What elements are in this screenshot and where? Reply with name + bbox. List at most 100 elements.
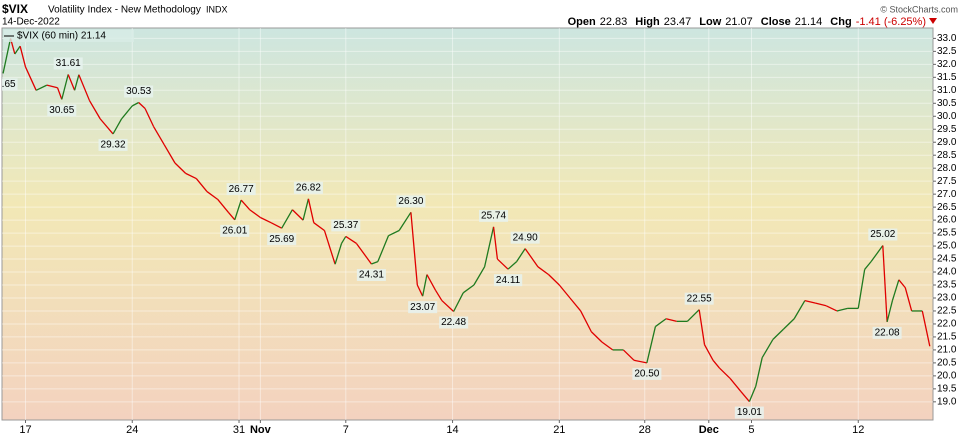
- data-label: 31.61: [56, 58, 81, 69]
- price-segment: [14, 45, 21, 55]
- data-label-bg: [396, 195, 426, 208]
- y-tick-label: 21.5: [937, 332, 957, 343]
- x-tick-label: 17: [19, 424, 31, 436]
- data-label-bg: [2, 78, 18, 91]
- y-tick-label: 26.0: [937, 215, 957, 226]
- data-label: 22.48: [441, 317, 466, 328]
- price-segment: [904, 287, 913, 312]
- price-segment: [185, 172, 197, 180]
- data-label: 22.55: [687, 293, 712, 304]
- price-segment: [857, 269, 866, 309]
- data-label-bg: [510, 231, 540, 244]
- price-segment: [783, 318, 795, 330]
- y-tick-label: 20.5: [937, 358, 957, 369]
- y-tick-label: 22.5: [937, 306, 957, 317]
- x-tick-label: 7: [343, 424, 349, 436]
- price-segment: [388, 229, 400, 237]
- price-segment: [719, 367, 731, 379]
- price-segment: [698, 309, 706, 345]
- y-tick-label: 22.0: [937, 319, 957, 330]
- price-segment: [569, 297, 582, 312]
- y-tick-label: 24.5: [937, 254, 957, 265]
- data-label: 26.82: [296, 182, 321, 193]
- price-segment: [174, 162, 187, 174]
- price-segment: [441, 300, 455, 312]
- data-label-bg: [479, 209, 509, 222]
- price-segment: [622, 349, 635, 361]
- price-segment: [537, 266, 550, 276]
- price-segment: [138, 102, 146, 109]
- data-label: 24.90: [513, 232, 538, 243]
- data-label: 25.69: [269, 234, 294, 245]
- date: 14-Dec-2022: [2, 17, 60, 28]
- y-tick-label: 28.5: [937, 150, 957, 161]
- y-tick-label: 31.5: [937, 72, 957, 83]
- price-segment: [398, 211, 412, 231]
- price-segment: [646, 326, 657, 364]
- price-segment: [410, 212, 418, 286]
- quote-label: Chg: [830, 16, 851, 28]
- price-segment: [815, 302, 827, 307]
- price-segment: [291, 209, 304, 221]
- price-segment: [73, 74, 80, 91]
- data-label-bg: [331, 219, 361, 232]
- price-segment: [234, 199, 242, 221]
- price-segment: [163, 144, 176, 164]
- axes: 19.0 19.520.0 20.5 21.0 21.5 22.0 22.5 23.0 23.5…: [19, 33, 957, 436]
- price-segment: [590, 331, 603, 343]
- data-label-bg: [293, 181, 323, 194]
- price-segment: [416, 284, 424, 297]
- quote-label: Low: [699, 16, 721, 28]
- data-label-bg: [124, 85, 154, 98]
- price-segment: [281, 209, 293, 229]
- price-segment: [921, 310, 931, 347]
- price-segment: [35, 84, 48, 91]
- y-tick-label: 28.0: [937, 163, 957, 174]
- x-tick-label: 31: [233, 424, 245, 436]
- data-label-bg: [267, 233, 297, 246]
- y-tick-label: 27.5: [937, 176, 957, 187]
- quote-value: 23.47: [664, 16, 692, 28]
- y-tick-label: 32.5: [937, 46, 957, 57]
- price-segment: [249, 209, 261, 219]
- y-tick-label: 23.5: [937, 280, 957, 291]
- y-tick-label: 20.0: [937, 371, 957, 382]
- quote: -1.41 (-6.25%) Chg 21.14 Close 21.07 Low 23.47…: [568, 16, 926, 28]
- price-segment: [580, 310, 592, 333]
- quote-label: Open: [568, 16, 596, 28]
- price-segment: [507, 261, 518, 270]
- quote-value: -1.41 (-6.25%): [856, 16, 926, 28]
- data-label: 19.01: [737, 407, 762, 418]
- plot-area: [1, 27, 934, 421]
- data-label-bg: [220, 224, 250, 237]
- price-segment: [882, 245, 888, 322]
- x-tick-label: 14: [446, 424, 458, 436]
- price-segment: [377, 235, 390, 262]
- data-label-bg: [47, 104, 77, 117]
- price-segment: [46, 84, 58, 89]
- x-tick-label: 28: [639, 424, 651, 436]
- price-segment: [729, 378, 742, 392]
- price-segment: [483, 226, 495, 267]
- price-segment: [492, 226, 499, 260]
- price-segment: [898, 279, 906, 289]
- data-label-bg: [734, 406, 764, 419]
- price-segment: [153, 126, 165, 146]
- price-segment: [772, 328, 784, 340]
- price-segment: [524, 248, 539, 268]
- annotations: 31.65 31.61 30.65 29.32 30.53 26.77 26.01 25.69…: [2, 57, 902, 419]
- y-tick-label: 19.5: [937, 383, 957, 394]
- data-label: 30.53: [126, 86, 151, 97]
- index-name: Volatility Index - New Methodology: [48, 5, 201, 16]
- y-tick-label: 29.0: [937, 137, 957, 148]
- data-label-bg: [868, 228, 898, 241]
- price-segment: [886, 300, 894, 323]
- price-segment: [302, 198, 310, 221]
- price-segment: [206, 191, 219, 200]
- symbol: $VIX: [2, 2, 28, 16]
- price-segment: [761, 339, 774, 359]
- price-segment: [703, 344, 714, 361]
- data-label-bg: [226, 183, 256, 196]
